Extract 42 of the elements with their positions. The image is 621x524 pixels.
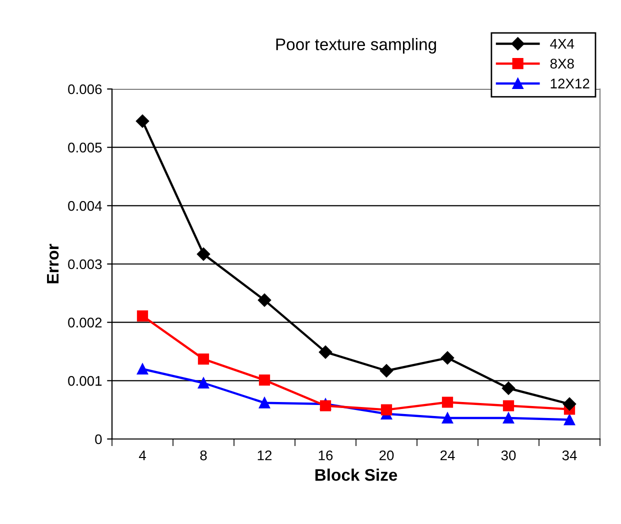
point [440,351,454,365]
point [258,397,270,408]
point [380,404,392,416]
point [380,364,394,378]
point [196,247,210,261]
y-tick-label: 0.002 [68,318,102,328]
x-tick-label: 12 [258,450,272,460]
y-tick-label: 0.001 [68,376,102,386]
point [136,310,148,322]
point [502,412,514,424]
chart-title: Poor texture sampling [276,38,436,54]
point [502,382,516,395]
x-tick-label: 20 [379,450,394,460]
point [442,396,454,408]
x-tick-label: 30 [501,450,516,460]
y-tick-label: 0.004 [68,201,102,211]
point [564,414,576,426]
y-tick-label: 0.005 [68,142,102,153]
y-tick-label: 0.006 [68,84,102,94]
point [502,400,514,412]
point [258,374,270,386]
y-tick-label: 0.003 [68,259,102,270]
y-axis-title: Error [47,244,59,284]
legend-label: 8X8 [550,58,574,69]
point [562,397,576,411]
point [136,114,150,128]
point [198,377,210,389]
y-tick-label: 0 [95,434,102,444]
point [442,412,454,424]
point [320,400,332,412]
point [258,294,272,307]
legend-label: 4X4 [550,39,574,49]
point [198,354,210,365]
x-tick-label: 8 [200,450,207,460]
point [136,363,148,375]
legend-label: 12X12 [550,78,590,88]
x-tick-label: 16 [318,450,333,460]
x-tick-label: 4 [138,450,146,460]
x-axis-title: Block Size [315,468,398,481]
x-tick-label: 24 [440,450,455,460]
point [318,345,332,359]
x-tick-label: 34 [562,450,577,460]
